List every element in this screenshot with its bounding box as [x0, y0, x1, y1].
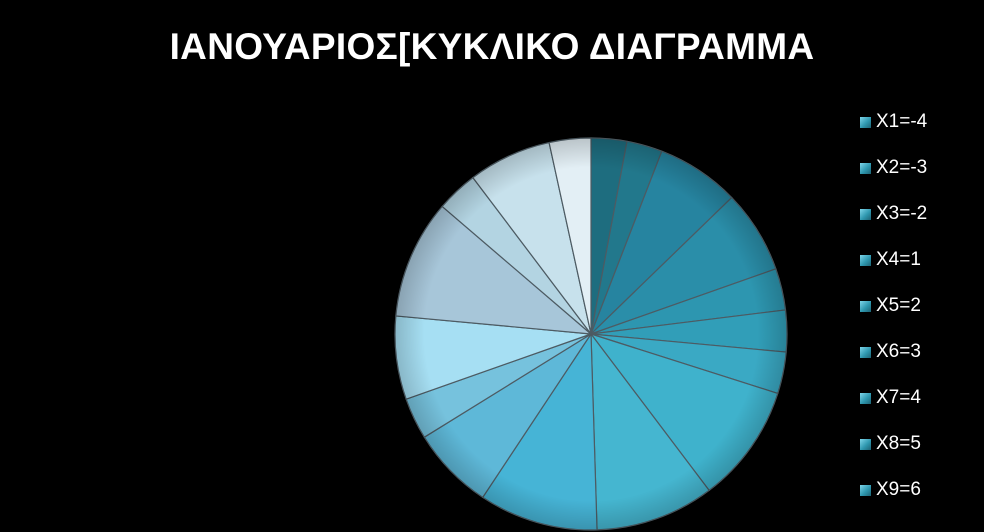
legend-item: X6=3 — [860, 340, 921, 364]
legend-swatch — [860, 300, 871, 312]
legend-swatch — [860, 254, 871, 266]
legend-label: X4=1 — [876, 249, 921, 270]
legend-swatch — [860, 438, 871, 450]
legend-item: X9=6 — [860, 478, 921, 502]
legend-item: X5=2 — [860, 294, 921, 318]
legend-label: X8=5 — [876, 433, 921, 454]
legend-label: X3=-2 — [876, 203, 928, 224]
legend-item: X3=-2 — [860, 202, 927, 226]
pie-slices — [394, 137, 788, 531]
legend-label: X7=4 — [876, 387, 921, 408]
legend-item: X2=-3 — [860, 156, 927, 180]
legend-item: X7=4 — [860, 386, 921, 410]
legend-swatch — [860, 392, 871, 404]
legend-swatch — [860, 484, 871, 496]
legend-item: X8=5 — [860, 432, 921, 456]
legend-label: X5=2 — [876, 295, 921, 316]
legend-swatch — [860, 116, 871, 128]
legend-swatch — [860, 346, 871, 358]
legend-swatch — [860, 208, 871, 220]
chart-title: ΙΑΝΟΥΑΡΙΟΣ[ΚΥΚΛΙΚΟ ΔΙΑΓΡΑΜΜΑ — [169, 26, 815, 67]
legend-item: X4=1 — [860, 248, 921, 272]
legend-label: X2=-3 — [876, 157, 928, 178]
legend-item: X1=-4 — [860, 110, 927, 134]
legend-swatch — [860, 162, 871, 174]
legend-label: X6=3 — [876, 341, 921, 362]
legend-label: X9=6 — [876, 479, 921, 500]
legend-label: X1=-4 — [876, 111, 928, 132]
